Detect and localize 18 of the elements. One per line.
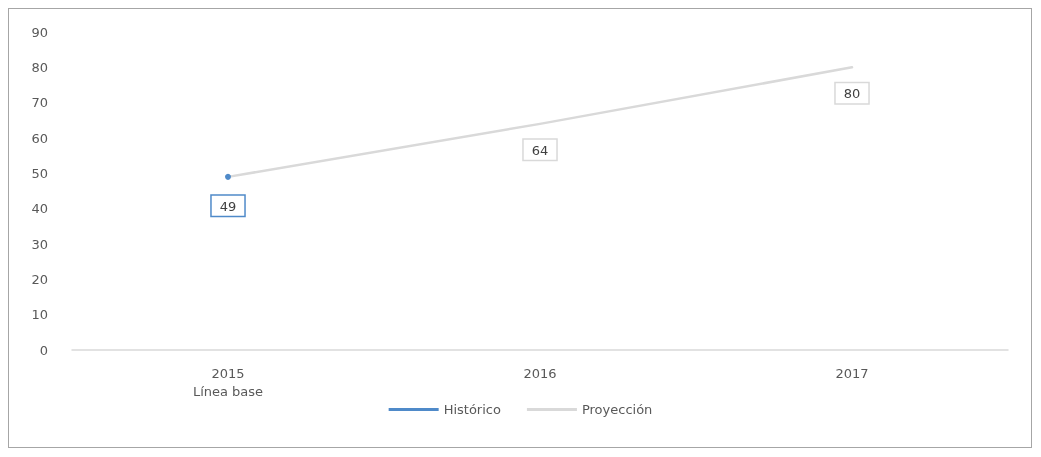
y-tick-label: 40 xyxy=(31,201,48,217)
y-tick-label: 30 xyxy=(31,236,48,252)
data-label: 80 xyxy=(843,86,861,102)
data-label: 64 xyxy=(531,142,549,158)
y-tick-label: 10 xyxy=(31,307,48,323)
y-tick-label: 70 xyxy=(31,95,48,111)
y-tick-label: 90 xyxy=(31,24,48,40)
y-tick-label: 50 xyxy=(31,165,48,181)
data-label: 49 xyxy=(219,198,237,214)
legend-label: Proyección xyxy=(581,402,653,417)
x-tick-label: 2015 Línea base xyxy=(192,365,264,399)
y-tick-label: 80 xyxy=(31,59,48,75)
y-tick-label: 20 xyxy=(31,271,48,287)
y-tick-label: 0 xyxy=(39,342,48,358)
x-tick-label: 2016 xyxy=(523,365,557,381)
legend-label: Histórico xyxy=(443,402,501,417)
y-tick-label: 60 xyxy=(31,130,48,146)
x-tick-label: 2017 xyxy=(835,365,869,381)
